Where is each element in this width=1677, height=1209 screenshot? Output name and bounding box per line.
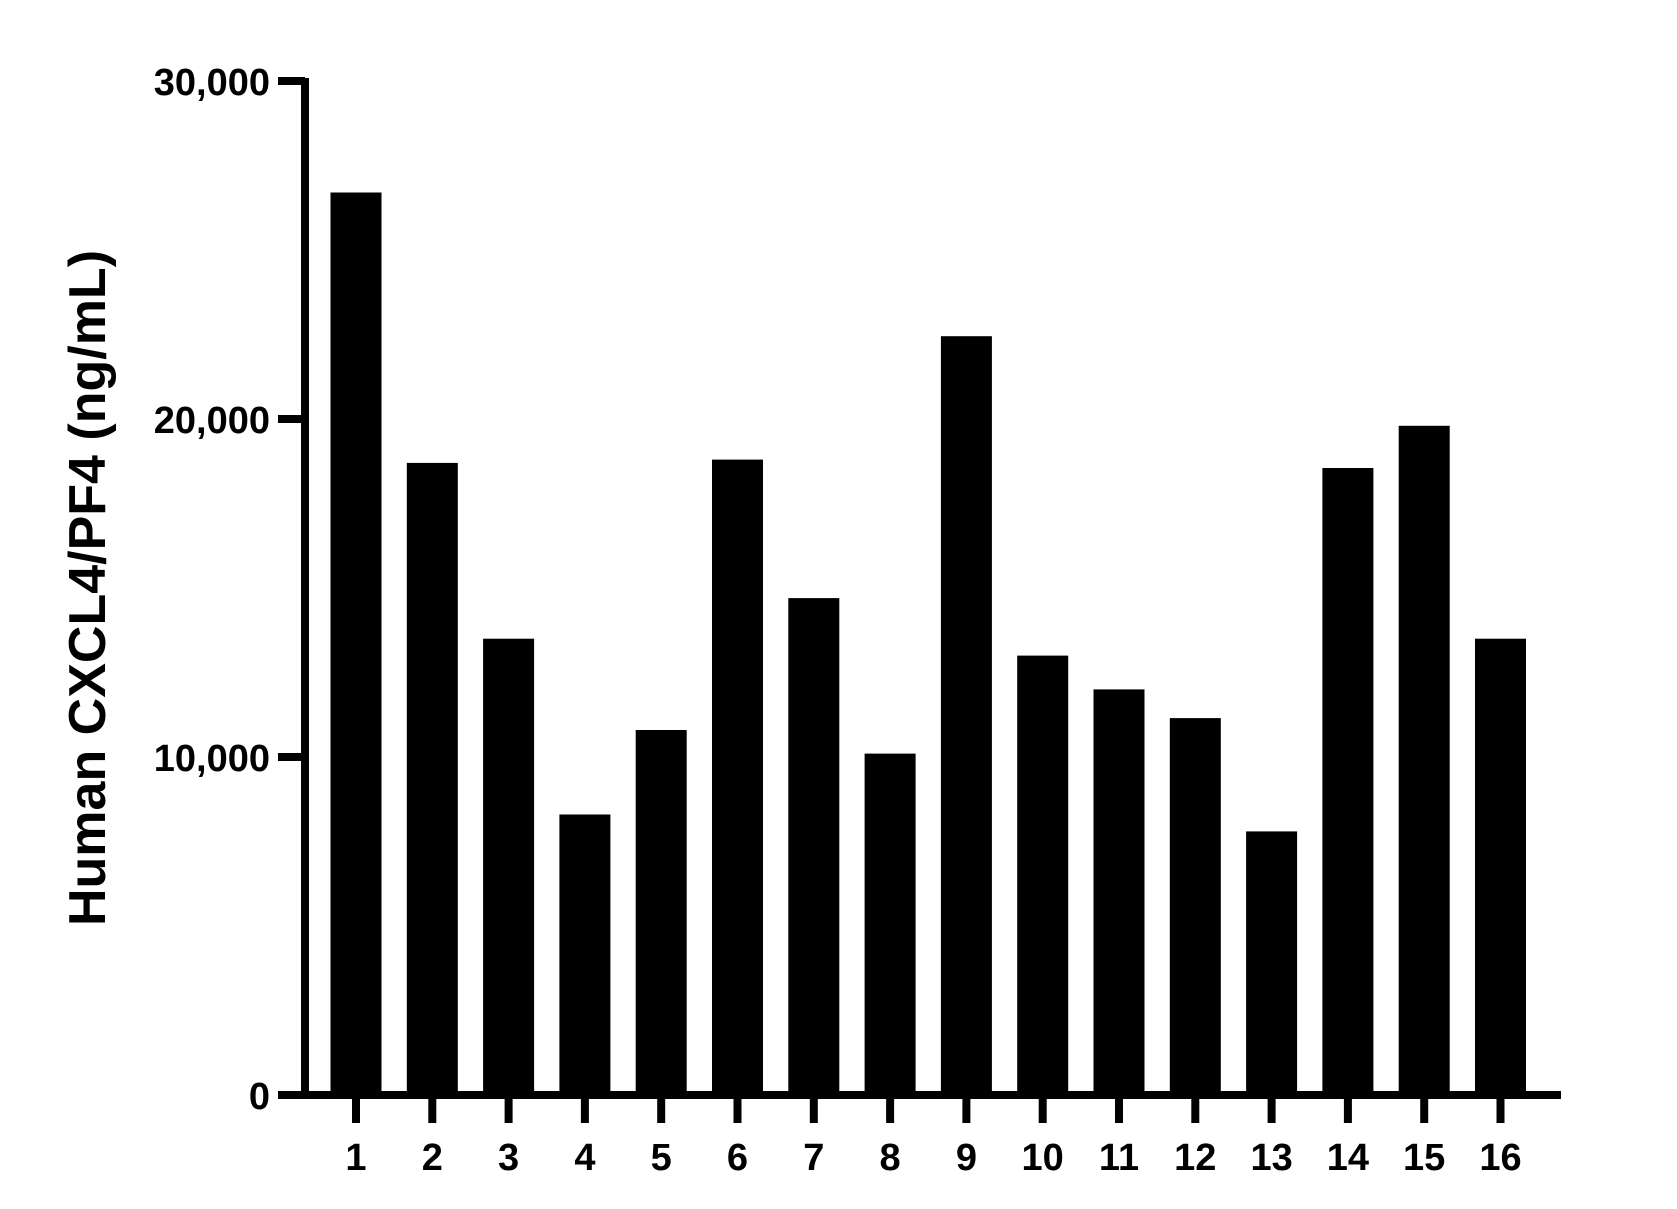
bar-15 bbox=[1398, 425, 1450, 1095]
x-tick-label: 14 bbox=[1327, 1137, 1369, 1179]
bar-4 bbox=[559, 814, 611, 1095]
x-tick-label: 2 bbox=[422, 1137, 443, 1179]
y-tick-label: 10,000 bbox=[154, 738, 270, 780]
bar-5 bbox=[635, 730, 687, 1095]
x-tick-label: 1 bbox=[345, 1137, 366, 1179]
bar-10 bbox=[1017, 655, 1069, 1095]
bar-7 bbox=[788, 598, 840, 1095]
bar-8 bbox=[864, 753, 916, 1095]
x-tick-label: 3 bbox=[498, 1137, 519, 1179]
bar-14 bbox=[1322, 468, 1374, 1095]
x-tick-label: 10 bbox=[1022, 1137, 1064, 1179]
x-tick-label: 9 bbox=[956, 1137, 977, 1179]
bar-1 bbox=[330, 192, 382, 1095]
bar-6 bbox=[712, 459, 763, 1096]
bar-12 bbox=[1169, 718, 1221, 1095]
bar-16 bbox=[1475, 638, 1526, 1095]
y-tick-label: 30,000 bbox=[154, 62, 270, 104]
bar-9 bbox=[940, 336, 992, 1095]
x-tick-label: 8 bbox=[880, 1137, 901, 1179]
x-tick-label: 15 bbox=[1403, 1137, 1445, 1179]
x-ticks-group: 1 2 3 4 5 6 7 8 9 10 11 12 13 14 15 16 bbox=[345, 1095, 1522, 1179]
bar-3 bbox=[483, 638, 535, 1095]
x-tick-label: 16 bbox=[1479, 1137, 1521, 1179]
x-tick-label: 13 bbox=[1250, 1137, 1292, 1179]
y-ticks-group: 0 10,000 20,000 30,000 bbox=[154, 62, 305, 1118]
x-tick-label: 7 bbox=[803, 1137, 824, 1179]
x-tick-label: 4 bbox=[574, 1137, 595, 1179]
bar-13 bbox=[1246, 831, 1298, 1095]
x-tick-label: 11 bbox=[1099, 1137, 1139, 1179]
y-tick-label: 20,000 bbox=[154, 400, 270, 442]
y-tick-label: 0 bbox=[249, 1076, 270, 1118]
bars-group bbox=[330, 192, 1526, 1096]
x-tick-label: 12 bbox=[1174, 1137, 1216, 1179]
x-tick-label: 6 bbox=[727, 1137, 748, 1179]
x-tick-label: 5 bbox=[651, 1137, 672, 1179]
bar-11 bbox=[1093, 689, 1145, 1095]
y-axis-title: Human CXCL4/PF4 (ng/mL) bbox=[59, 250, 117, 926]
bar-2 bbox=[406, 462, 458, 1095]
